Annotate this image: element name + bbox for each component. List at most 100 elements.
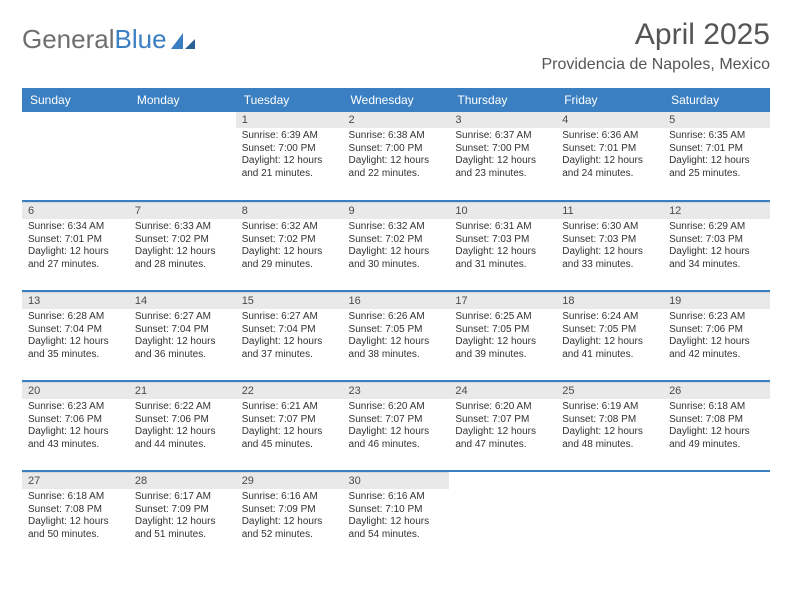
day-number: 7 — [129, 202, 236, 219]
day-detail-text: Sunrise: 6:22 AMSunset: 7:06 PMDaylight:… — [135, 401, 230, 451]
day-number: 2 — [343, 112, 450, 128]
day-number: 9 — [343, 202, 450, 219]
day-detail-text: Sunrise: 6:39 AMSunset: 7:00 PMDaylight:… — [242, 130, 337, 180]
day-number: 3 — [449, 112, 556, 128]
calendar-table: Sunday Monday Tuesday Wednesday Thursday… — [22, 88, 770, 560]
calendar-day-cell: 15Sunrise: 6:27 AMSunset: 7:04 PMDayligh… — [236, 291, 343, 381]
day-detail-text: Sunrise: 6:24 AMSunset: 7:05 PMDaylight:… — [562, 311, 657, 361]
calendar-day-cell: 11 Sunrise: 6:30 AMSunset: 7:03 PMDayligh… — [556, 201, 663, 291]
day-number: 17 — [449, 292, 556, 309]
calendar-day-cell — [663, 471, 770, 560]
brand-part2: Blue — [115, 24, 167, 54]
day-number: 26 — [663, 382, 770, 399]
calendar-day-cell: 2 Sunrise: 6:38 AMSunset: 7:00 PMDaylight… — [343, 112, 450, 201]
day-detail-text: Sunrise: 6:19 AMSunset: 7:08 PMDaylight:… — [562, 401, 657, 451]
day-number: 30 — [343, 472, 450, 489]
day-detail-text: Sunrise: 6:29 AMSunset: 7:03 PMDaylight:… — [669, 221, 764, 271]
day-number: 27 — [22, 472, 129, 489]
calendar-day-cell: 16Sunrise: 6:26 AMSunset: 7:05 PMDayligh… — [343, 291, 450, 381]
day-detail-text: Sunrise: 6:33 AMSunset: 7:02 PMDaylight:… — [135, 221, 230, 271]
calendar-day-cell: 7 Sunrise: 6:33 AMSunset: 7:02 PMDaylight… — [129, 201, 236, 291]
calendar-day-cell: 22 Sunrise: 6:21 AMSunset: 7:07 PMDayligh… — [236, 381, 343, 471]
day-number: 12 — [663, 202, 770, 219]
weekday-header: Saturday — [663, 88, 770, 112]
day-number: 19 — [663, 292, 770, 309]
day-number: 21 — [129, 382, 236, 399]
brand-logo: GeneralBlue — [22, 18, 197, 55]
weekday-header: Friday — [556, 88, 663, 112]
day-number: 11 — [556, 202, 663, 219]
calendar-week-row: 27 Sunrise: 6:18 AMSunset: 7:08 PMDayligh… — [22, 471, 770, 560]
day-detail-text: Sunrise: 6:16 AMSunset: 7:10 PMDaylight:… — [349, 491, 444, 541]
calendar-day-cell: 28Sunrise: 6:17 AMSunset: 7:09 PMDayligh… — [129, 471, 236, 560]
calendar-day-cell: 21 Sunrise: 6:22 AMSunset: 7:06 PMDayligh… — [129, 381, 236, 471]
calendar-day-cell: 12 Sunrise: 6:29 AMSunset: 7:03 PMDayligh… — [663, 201, 770, 291]
weekday-header: Monday — [129, 88, 236, 112]
page-title: April 2025 — [541, 18, 770, 52]
calendar-day-cell — [556, 471, 663, 560]
day-number — [22, 112, 129, 116]
day-detail-text: Sunrise: 6:25 AMSunset: 7:05 PMDaylight:… — [455, 311, 550, 361]
calendar-day-cell: 3 Sunrise: 6:37 AMSunset: 7:00 PMDaylight… — [449, 112, 556, 201]
day-number: 22 — [236, 382, 343, 399]
day-number: 8 — [236, 202, 343, 219]
day-number — [663, 472, 770, 476]
day-detail-text: Sunrise: 6:17 AMSunset: 7:09 PMDaylight:… — [135, 491, 230, 541]
calendar-day-cell — [22, 112, 129, 201]
calendar-day-cell: 18 Sunrise: 6:24 AMSunset: 7:05 PMDayligh… — [556, 291, 663, 381]
day-number: 14 — [129, 292, 236, 309]
day-number — [129, 112, 236, 116]
day-detail-text: Sunrise: 6:18 AMSunset: 7:08 PMDaylight:… — [669, 401, 764, 451]
day-detail-text: Sunrise: 6:16 AMSunset: 7:09 PMDaylight:… — [242, 491, 337, 541]
calendar-day-cell: 14Sunrise: 6:27 AMSunset: 7:04 PMDayligh… — [129, 291, 236, 381]
calendar-week-row: 6 Sunrise: 6:34 AMSunset: 7:01 PMDaylight… — [22, 201, 770, 291]
title-block: April 2025 Providencia de Napoles, Mexic… — [541, 18, 770, 74]
calendar-day-cell: 25Sunrise: 6:19 AMSunset: 7:08 PMDayligh… — [556, 381, 663, 471]
day-detail-text: Sunrise: 6:34 AMSunset: 7:01 PMDaylight:… — [28, 221, 123, 271]
brand-part1: General — [22, 24, 115, 54]
day-number: 10 — [449, 202, 556, 219]
day-number: 5 — [663, 112, 770, 128]
day-number: 15 — [236, 292, 343, 309]
day-number: 6 — [22, 202, 129, 219]
day-detail-text: Sunrise: 6:23 AMSunset: 7:06 PMDaylight:… — [28, 401, 123, 451]
calendar-day-cell: 17 Sunrise: 6:25 AMSunset: 7:05 PMDayligh… — [449, 291, 556, 381]
calendar-day-cell: 27 Sunrise: 6:18 AMSunset: 7:08 PMDayligh… — [22, 471, 129, 560]
day-detail-text: Sunrise: 6:32 AMSunset: 7:02 PMDaylight:… — [349, 221, 444, 271]
day-detail-text: Sunrise: 6:20 AMSunset: 7:07 PMDaylight:… — [349, 401, 444, 451]
calendar-day-cell: 20 Sunrise: 6:23 AMSunset: 7:06 PMDayligh… — [22, 381, 129, 471]
day-number: 20 — [22, 382, 129, 399]
day-detail-text: Sunrise: 6:30 AMSunset: 7:03 PMDaylight:… — [562, 221, 657, 271]
day-number — [449, 472, 556, 476]
day-number: 18 — [556, 292, 663, 309]
calendar-day-cell: 30 Sunrise: 6:16 AMSunset: 7:10 PMDayligh… — [343, 471, 450, 560]
calendar-day-cell: 5Sunrise: 6:35 AMSunset: 7:01 PMDaylight… — [663, 112, 770, 201]
sail-icon — [169, 31, 197, 51]
location-subtitle: Providencia de Napoles, Mexico — [541, 56, 770, 74]
day-detail-text: Sunrise: 6:28 AMSunset: 7:04 PMDaylight:… — [28, 311, 123, 361]
calendar-day-cell: 13 Sunrise: 6:28 AMSunset: 7:04 PMDayligh… — [22, 291, 129, 381]
calendar-day-cell: 9 Sunrise: 6:32 AMSunset: 7:02 PMDaylight… — [343, 201, 450, 291]
calendar-day-cell: 6 Sunrise: 6:34 AMSunset: 7:01 PMDaylight… — [22, 201, 129, 291]
calendar-day-cell: 10Sunrise: 6:31 AMSunset: 7:03 PMDayligh… — [449, 201, 556, 291]
calendar-week-row: 20 Sunrise: 6:23 AMSunset: 7:06 PMDayligh… — [22, 381, 770, 471]
day-number: 23 — [343, 382, 450, 399]
day-number: 1 — [236, 112, 343, 128]
day-detail-text: Sunrise: 6:32 AMSunset: 7:02 PMDaylight:… — [242, 221, 337, 271]
day-number: 13 — [22, 292, 129, 309]
day-detail-text: Sunrise: 6:18 AMSunset: 7:08 PMDaylight:… — [28, 491, 123, 541]
day-number: 29 — [236, 472, 343, 489]
day-detail-text: Sunrise: 6:38 AMSunset: 7:00 PMDaylight:… — [349, 130, 444, 180]
calendar-body: 1 Sunrise: 6:39 AMSunset: 7:00 PMDaylight… — [22, 112, 770, 560]
weekday-header: Sunday — [22, 88, 129, 112]
calendar-day-cell: 4Sunrise: 6:36 AMSunset: 7:01 PMDaylight… — [556, 112, 663, 201]
weekday-header: Wednesday — [343, 88, 450, 112]
weekday-header: Tuesday — [236, 88, 343, 112]
day-number: 24 — [449, 382, 556, 399]
calendar-day-cell: 29 Sunrise: 6:16 AMSunset: 7:09 PMDayligh… — [236, 471, 343, 560]
brand-name: GeneralBlue — [22, 24, 167, 55]
day-detail-text: Sunrise: 6:20 AMSunset: 7:07 PMDaylight:… — [455, 401, 550, 451]
day-detail-text: Sunrise: 6:21 AMSunset: 7:07 PMDaylight:… — [242, 401, 337, 451]
day-detail-text: Sunrise: 6:37 AMSunset: 7:00 PMDaylight:… — [455, 130, 550, 180]
calendar-day-cell: 8 Sunrise: 6:32 AMSunset: 7:02 PMDaylight… — [236, 201, 343, 291]
